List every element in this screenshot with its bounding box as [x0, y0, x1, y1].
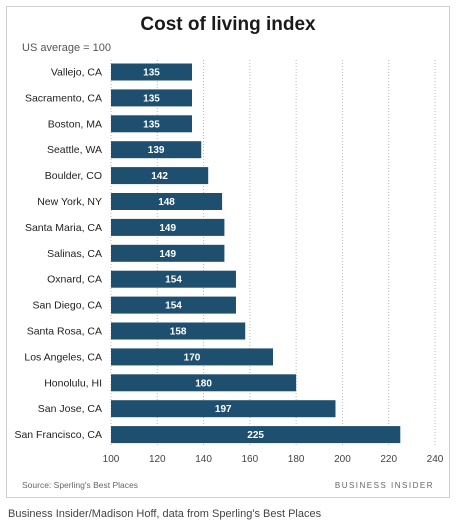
bar [111, 89, 192, 107]
bar-value-label: 154 [165, 301, 182, 312]
x-tick-label: 180 [288, 454, 305, 465]
category-label: Vallejo, CA [51, 67, 102, 79]
category-label: San Diego, CA [33, 300, 102, 312]
bar-value-label: 149 [159, 249, 176, 260]
category-label: Oxnard, CA [47, 274, 102, 286]
bar-value-label: 142 [151, 171, 168, 182]
bar-value-label: 170 [184, 352, 201, 363]
bar-value-label: 225 [247, 430, 264, 441]
bar-value-label: 154 [165, 275, 182, 286]
chart-title: Cost of living index [140, 14, 316, 35]
category-label: San Francisco, CA [14, 429, 102, 441]
x-tick-label: 140 [195, 454, 212, 465]
image-credit: Business Insider/Madison Hoff, data from… [8, 508, 322, 520]
x-tick-label: 120 [149, 454, 166, 465]
source-note: Source: Sperling's Best Places [22, 480, 138, 490]
bar [111, 115, 192, 133]
bar [111, 244, 225, 262]
x-tick-label: 160 [242, 454, 259, 465]
category-label: Sacramento, CA [25, 92, 102, 104]
category-label: Santa Maria, CA [25, 222, 102, 234]
category-label: New York, NY [37, 196, 102, 208]
bar [111, 193, 223, 210]
bar-value-label: 135 [143, 119, 160, 130]
category-label: Honolulu, HI [44, 377, 102, 389]
category-label: Boulder, CO [45, 170, 102, 182]
category-label: Salinas, CA [47, 248, 102, 260]
category-label: Boston, MA [48, 118, 102, 130]
bar [111, 270, 236, 288]
bar [111, 374, 297, 392]
bar [111, 218, 225, 236]
bar-value-label: 135 [143, 68, 160, 79]
x-tick-label: 200 [334, 454, 351, 465]
bar [111, 63, 192, 81]
bar-value-label: 148 [158, 197, 175, 208]
category-label: Santa Rosa, CA [27, 326, 102, 338]
category-label: Seattle, WA [47, 144, 102, 156]
bar [111, 322, 246, 340]
bar [111, 348, 273, 366]
bar-value-label: 149 [159, 223, 176, 234]
chart-subtitle: US average = 100 [22, 42, 111, 54]
category-label: Los Angeles, CA [24, 351, 102, 363]
bar [111, 167, 209, 185]
bar-value-label: 180 [195, 378, 212, 389]
bar-value-label: 158 [170, 327, 187, 338]
brand-label: BUSINESS INSIDER [334, 481, 434, 490]
x-tick-label: 100 [103, 454, 120, 465]
bar [111, 296, 236, 314]
x-tick-label: 220 [380, 454, 397, 465]
x-tick-label: 240 [427, 454, 444, 465]
bar [111, 400, 336, 418]
bar-value-label: 197 [215, 404, 232, 415]
bar [111, 426, 401, 444]
bar-value-label: 139 [148, 145, 165, 156]
bar [111, 141, 202, 159]
category-label: San Jose, CA [38, 403, 102, 415]
bar-value-label: 135 [143, 93, 160, 104]
